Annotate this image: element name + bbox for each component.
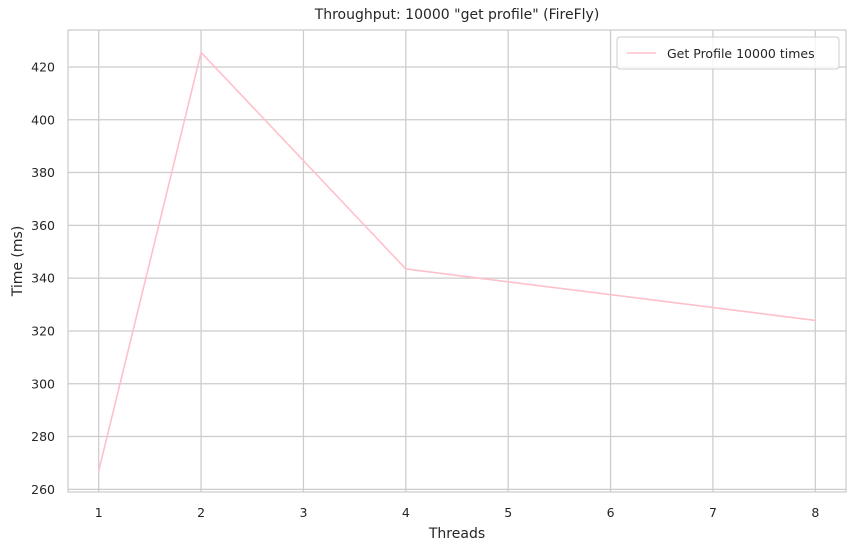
y-tick-label: 420 <box>31 59 55 74</box>
x-tick-label: 1 <box>95 505 103 520</box>
chart-title: Throughput: 10000 "get profile" (FireFly… <box>314 7 600 23</box>
y-tick-label: 340 <box>31 271 55 286</box>
x-tick-label: 2 <box>197 505 205 520</box>
series-layer <box>97 51 817 472</box>
y-tick-label: 300 <box>31 376 55 391</box>
y-tick-label: 260 <box>31 482 55 497</box>
x-tick-label: 6 <box>607 505 615 520</box>
legend: Get Profile 10000 times <box>616 36 840 70</box>
y-tick-label: 400 <box>31 112 55 127</box>
x-axis-label: Threads <box>428 526 485 542</box>
legend-box <box>616 36 840 70</box>
x-tick-label: 7 <box>709 505 717 520</box>
series-line-0 <box>97 51 817 472</box>
x-tick-label: 4 <box>402 505 410 520</box>
y-tick-label: 360 <box>31 218 55 233</box>
plot-frame <box>67 29 847 493</box>
y-tick-label: 280 <box>31 429 55 444</box>
x-tick-label: 5 <box>504 505 512 520</box>
ticks: 1 2 3 4 5 6 7 8 260 280 300 320 340 360 380 400 420 <box>31 59 819 520</box>
legend-entry: Get Profile 10000 times <box>667 46 815 61</box>
y-axis-label: Time (ms) <box>10 226 26 298</box>
plot-area <box>68 30 846 492</box>
x-tick-label: 8 <box>811 505 819 520</box>
grid <box>68 30 846 492</box>
y-tick-label: 380 <box>31 165 55 180</box>
y-tick-label: 320 <box>31 323 55 338</box>
x-tick-label: 3 <box>299 505 307 520</box>
